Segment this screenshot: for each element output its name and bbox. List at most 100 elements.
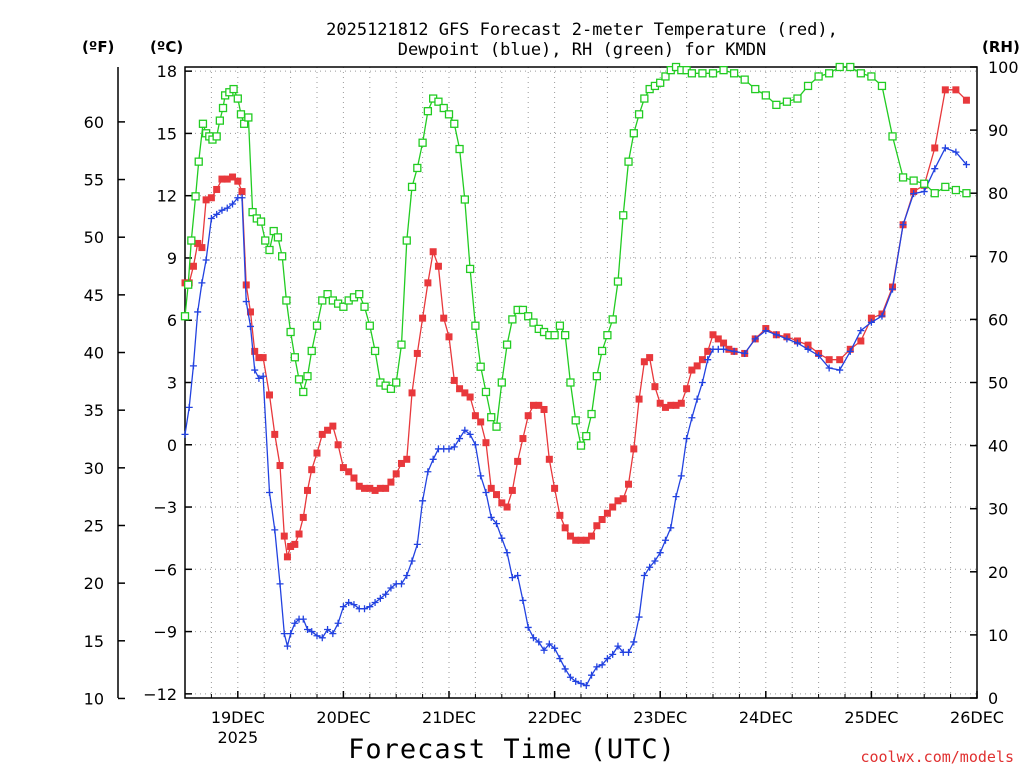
temperature-point [456, 385, 464, 393]
temperature-point [609, 503, 617, 511]
rh-point [323, 290, 332, 299]
dewpoint-point [524, 623, 532, 631]
temperature-point [324, 426, 332, 434]
temperature-point [313, 449, 321, 457]
temperature-point [408, 389, 416, 397]
rh-point [951, 185, 961, 195]
temperature-point [709, 331, 717, 339]
fahrenheit-tick-label: 40 [84, 344, 104, 363]
temperature-point [640, 358, 648, 366]
dewpoint-point [334, 619, 342, 627]
dewpoint-point [693, 395, 701, 403]
temperature-point [303, 486, 311, 494]
temperature-point [582, 536, 590, 544]
dewpoint-point [361, 605, 369, 613]
dewpoint-point [283, 642, 291, 650]
temperature-point [318, 430, 326, 438]
rh-point [740, 75, 749, 84]
temperature-point [577, 536, 585, 544]
temperature-point [503, 503, 511, 511]
temperature-point [825, 356, 833, 364]
temperature-point [498, 499, 506, 507]
temperature-point [646, 354, 654, 362]
temperature-point [667, 401, 675, 409]
temperature-point [334, 441, 342, 449]
temperature-point [535, 401, 543, 409]
rh-point [312, 321, 322, 330]
temperature-point [630, 445, 638, 453]
dewpoint-point [189, 362, 197, 370]
temperature-point [189, 262, 197, 270]
dewpoint-point [762, 327, 770, 335]
dewpoint-point [931, 165, 939, 173]
rh-tick-label: 10 [988, 626, 1008, 645]
dewpoint-point [461, 426, 469, 434]
rh-point [587, 409, 596, 419]
rh-point [619, 211, 628, 220]
dewpoint-point [387, 584, 395, 592]
dewpoint-line [184, 147, 967, 687]
rh-point [407, 182, 417, 192]
credit-link[interactable]: coolwx.com/models [860, 748, 1014, 766]
dewpoint-point [646, 563, 654, 571]
dewpoint-point [519, 596, 527, 604]
rh-point [846, 62, 855, 72]
temperature-point [419, 314, 427, 322]
temperature-point [725, 345, 733, 353]
rh-point [218, 103, 228, 113]
temperature-point [329, 422, 337, 430]
dewpoint-point [804, 345, 812, 353]
temperature-point [345, 468, 353, 476]
dewpoint-point [630, 638, 638, 646]
temperature-point [350, 474, 358, 482]
dewpoint-point [251, 366, 259, 374]
dewpoint-point [424, 468, 432, 476]
temperature-point [276, 462, 284, 470]
temperature-point [482, 439, 490, 447]
temperature-point [572, 536, 580, 544]
rh-point [402, 236, 411, 245]
temperature-point [218, 175, 226, 183]
rh-point [814, 72, 823, 81]
fahrenheit-tick-label: 10 [84, 689, 104, 708]
rh-point [782, 97, 792, 106]
dewpoint-point [540, 646, 548, 654]
temperature-point [962, 96, 970, 104]
rh-point [856, 69, 865, 78]
x-tick-label: 25DEC [844, 708, 898, 727]
temperature-point [598, 515, 606, 523]
dewpoint-point [503, 549, 511, 557]
rh-point [920, 179, 929, 188]
series-dewpoint [181, 144, 970, 690]
dewpoint-point [741, 349, 749, 357]
rh-point [576, 441, 586, 450]
dewpoint-point [329, 630, 337, 638]
dewpoint-point [291, 619, 299, 627]
rh-tick-label: 50 [988, 374, 1008, 393]
rh-point [550, 331, 559, 340]
dewpoint-point [508, 574, 516, 582]
dewpoint-point [382, 590, 390, 598]
dewpoint-point [683, 435, 691, 443]
rh-point [634, 110, 644, 119]
temperature-point [246, 308, 254, 316]
dewpoint-point [487, 513, 495, 521]
dewpoint-point [371, 599, 379, 607]
rh-point [497, 378, 506, 387]
temperature-point [434, 262, 442, 270]
rh-point [282, 296, 291, 305]
temperature-point [424, 279, 432, 287]
rh-point [508, 315, 517, 324]
temperature-point [280, 532, 288, 540]
rh-tick-label: 30 [988, 500, 1008, 519]
dewpoint-point [482, 489, 490, 497]
rh-point [487, 413, 496, 422]
rh-point [524, 312, 533, 321]
dewpoint-point [419, 497, 427, 505]
dewpoint-point [498, 534, 506, 542]
dewpoint-point [783, 335, 791, 343]
rh-point [180, 312, 190, 321]
rh-point [661, 72, 670, 81]
rh-point [687, 69, 697, 78]
temperature-point [566, 532, 574, 540]
